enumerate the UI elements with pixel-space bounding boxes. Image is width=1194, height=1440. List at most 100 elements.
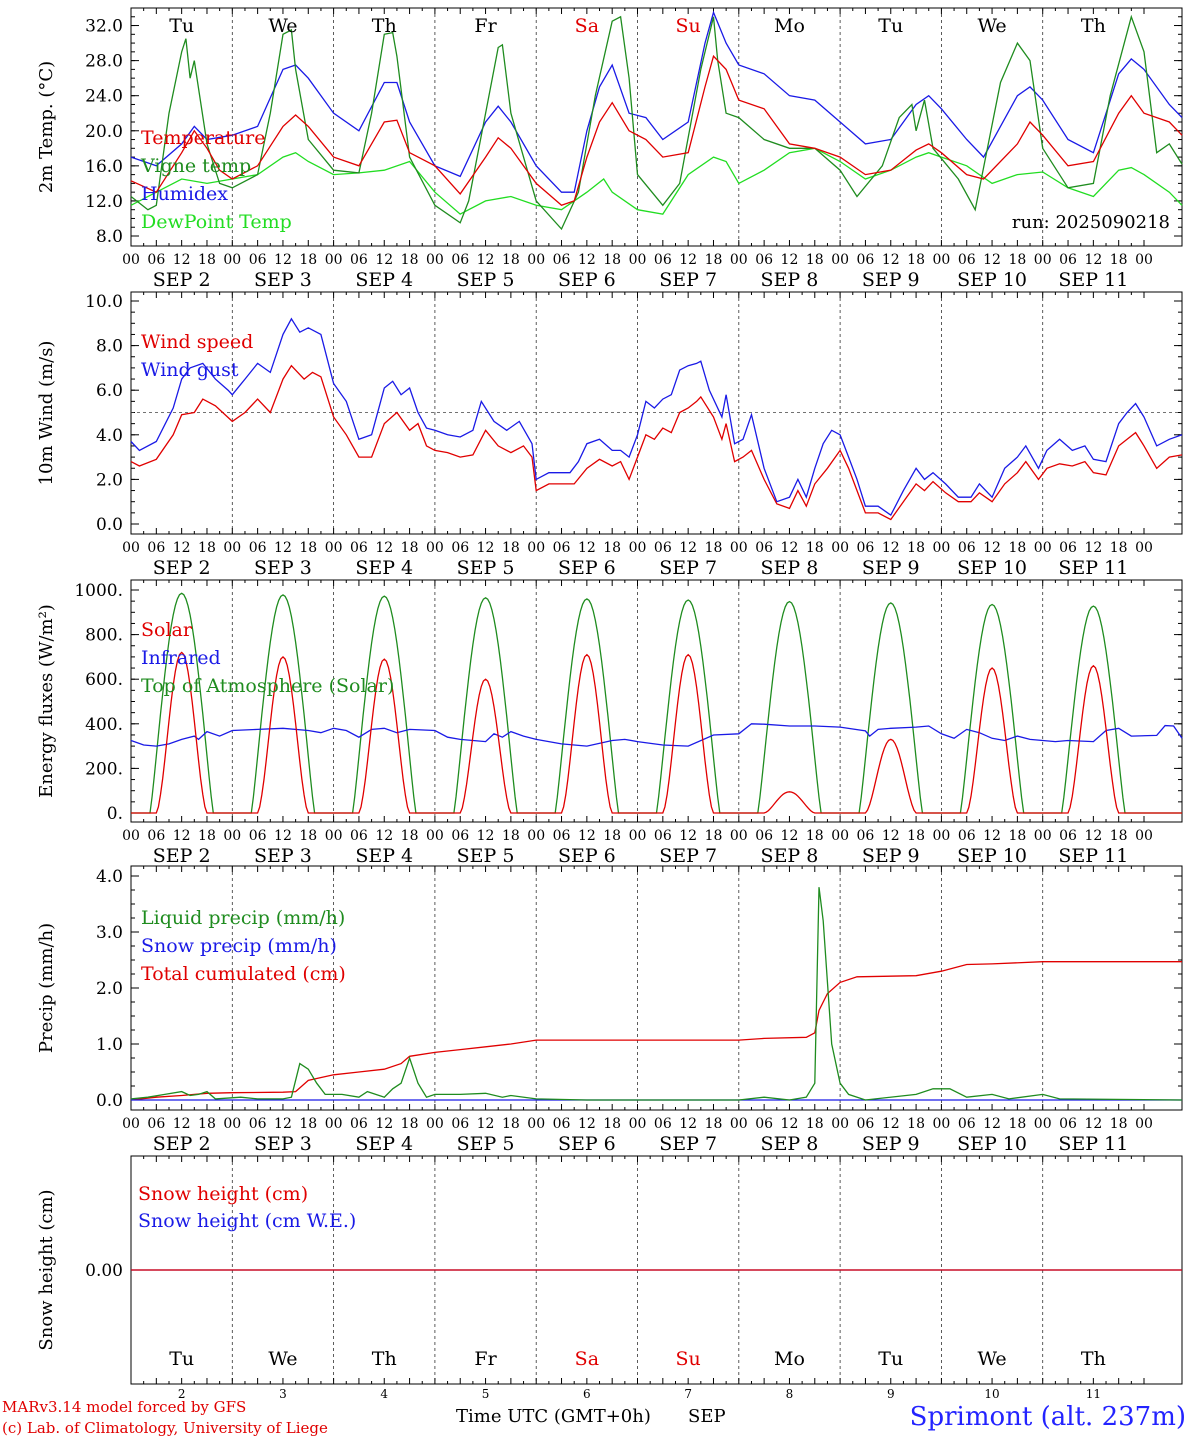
precip-hour-label: 12 [679,1116,697,1132]
wind-hour-label: 06 [1059,540,1077,556]
temp-hour-label: 12 [882,252,900,268]
energy-hour-label: 06 [857,828,875,844]
month-label: SEP [688,1406,726,1427]
wind-hour-label: 00 [325,540,343,556]
temp-hour-label: 00 [223,252,241,268]
wind-hour-label: 00 [1034,540,1052,556]
wind-wind-gust-line [130,317,1183,517]
temp-y-tick-label: 32.0 [85,17,123,37]
wind-hour-label: 18 [401,540,419,556]
energy-hour-label: 06 [755,828,773,844]
temp-hour-label: 00 [730,252,748,268]
wind-hour-label: 18 [705,540,723,556]
precip-legend-entry: Total cumulated (cm) [141,963,346,985]
temp-weekday-label: Sa [575,15,599,37]
temp-weekday-label: We [268,15,297,37]
energy-hour-label: 00 [1135,828,1153,844]
temp-vigne-temp-line [130,14,1183,231]
wind-date-label: SEP 8 [761,557,819,579]
precip-hour-label: 06 [1059,1116,1077,1132]
temp-date-label: SEP 11 [1058,269,1128,291]
precip-hour-label: 00 [426,1116,444,1132]
temp-hour-label: 00 [1034,252,1052,268]
wind-hour-label: 12 [173,540,191,556]
energy-hour-label: 12 [375,828,393,844]
temp-weekday-label: We [977,15,1006,37]
temp-hour-label: 12 [375,252,393,268]
temp-weekday-label: Th [372,15,397,37]
energy-hour-label: 00 [730,828,748,844]
energy-hour-label: 06 [249,828,267,844]
wind-date-label: SEP 4 [355,557,413,579]
wind-date-label: SEP 6 [558,557,616,579]
precip-date-label: SEP 11 [1058,1133,1128,1155]
snow-day-number: 11 [1086,1387,1101,1401]
precip-y-tick-label: 1.0 [96,1035,123,1055]
temp-hour-label: 06 [350,252,368,268]
snow-day-number: 8 [786,1387,794,1401]
wind-y-tick-label: 10.0 [85,292,123,312]
precip-hour-label: 18 [502,1116,520,1132]
temp-hour-label: 00 [527,252,545,268]
temp-hour-label: 06 [755,252,773,268]
temp-hour-label: 00 [1135,252,1153,268]
snow-y-axis-label: Snow height (cm) [36,1189,57,1350]
precip-hour-label: 18 [907,1116,925,1132]
precip-hour-label: 12 [578,1116,596,1132]
energy-hour-label: 12 [882,828,900,844]
energy-date-label: SEP 8 [761,845,819,867]
wind-hour-label: 00 [527,540,545,556]
temp-hour-label: 06 [553,252,571,268]
temp-humidex-line [130,10,1183,193]
precip-hour-label: 18 [806,1116,824,1132]
precip-hour-label: 06 [249,1116,267,1132]
snow-weekday-label: We [977,1348,1006,1370]
temp-hour-label: 06 [857,252,875,268]
snow-weekday-label: Tu [169,1348,194,1370]
temp-weekday-label: Tu [169,15,194,37]
temp-hour-label: 06 [654,252,672,268]
temp-hour-label: 00 [932,252,950,268]
energy-hour-label: 18 [1110,828,1128,844]
energy-hour-label: 00 [122,828,140,844]
precip-hour-label: 00 [730,1116,748,1132]
temp-hour-label: 00 [426,252,444,268]
energy-hour-label: 18 [198,828,216,844]
wind-hour-label: 00 [1135,540,1153,556]
energy-hour-label: 18 [907,828,925,844]
precip-hour-label: 00 [527,1116,545,1132]
wind-y-tick-label: 4.0 [96,426,123,446]
wind-hour-label: 18 [198,540,216,556]
precip-hour-label: 00 [325,1116,343,1132]
precip-hour-label: 00 [122,1116,140,1132]
temp-date-label: SEP 3 [254,269,312,291]
temp-hour-label: 06 [1059,252,1077,268]
temp-weekday-label: Th [1081,15,1106,37]
temp-y-tick-label: 24.0 [85,87,123,107]
wind-hour-label: 00 [629,540,647,556]
temp-hour-label: 00 [831,252,849,268]
precip-hour-label: 06 [350,1116,368,1132]
energy-hour-label: 06 [147,828,165,844]
wind-hour-label: 06 [654,540,672,556]
wind-hour-label: 12 [578,540,596,556]
temp-hour-label: 12 [679,252,697,268]
precip-hour-label: 00 [831,1116,849,1132]
temp-hour-label: 06 [958,252,976,268]
energy-date-label: SEP 10 [957,845,1027,867]
wind-hour-label: 12 [274,540,292,556]
precip-hour-label: 06 [147,1116,165,1132]
energy-y-axis-label: Energy fluxes (W/m²) [36,604,57,798]
precip-hour-label: 12 [375,1116,393,1132]
wind-frame [130,291,1183,535]
precip-y-tick-label: 0.0 [96,1091,123,1111]
snow-day-number: 9 [887,1387,895,1401]
wind-hour-label: 18 [907,540,925,556]
energy-y-tick-label: 0. [107,804,123,824]
snow-weekday-label: Sa [575,1348,599,1370]
energy-hour-label: 18 [603,828,621,844]
temp-y-tick-label: 8.0 [96,227,123,247]
energy-hour-label: 18 [705,828,723,844]
temp-legend-entry: Humidex [141,183,228,205]
